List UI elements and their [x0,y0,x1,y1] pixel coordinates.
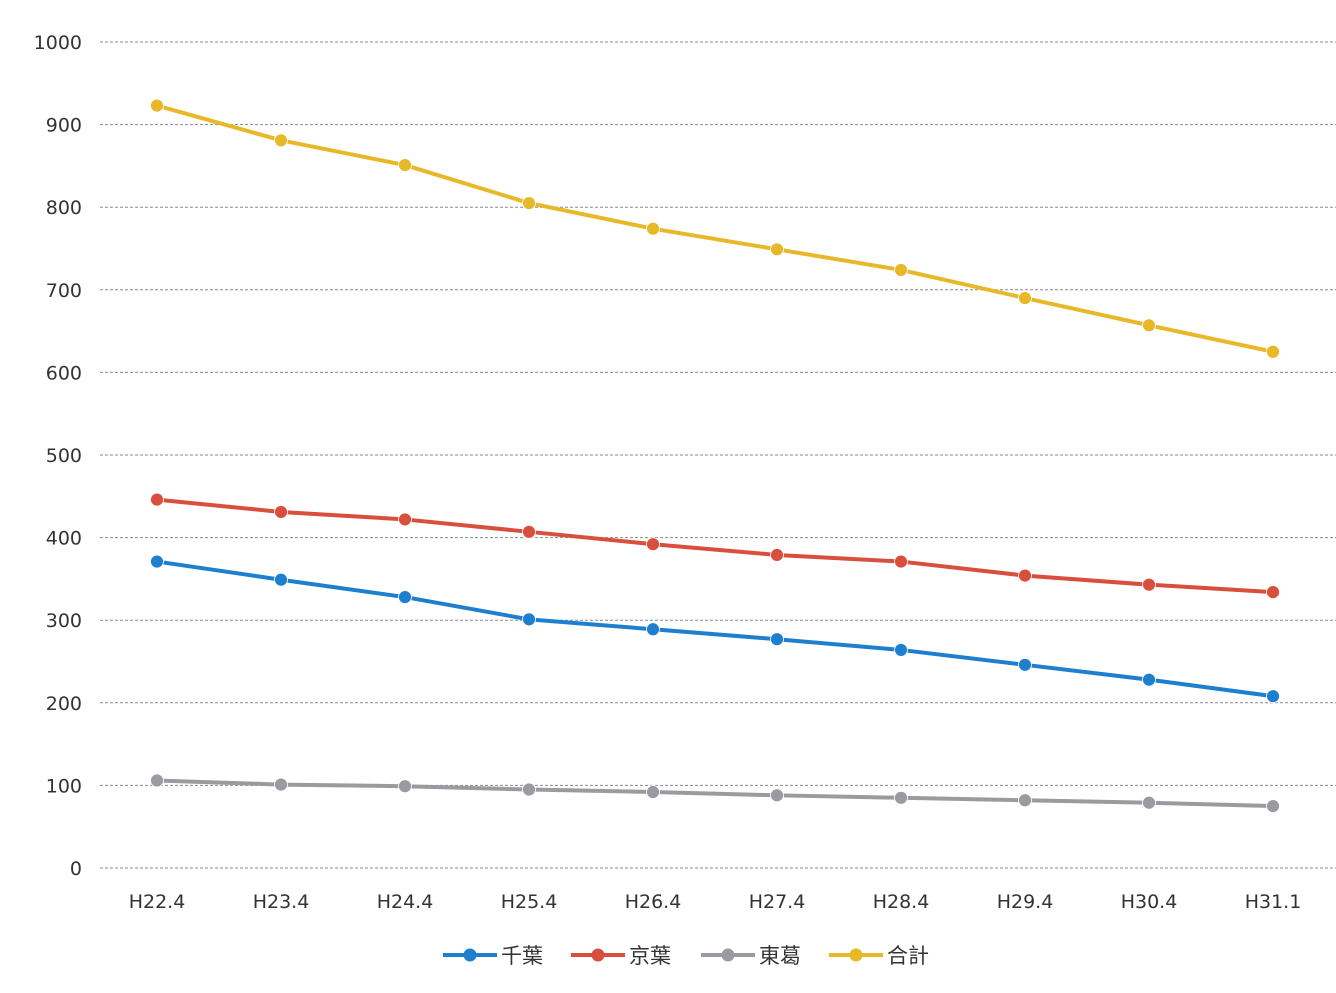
y-tick-label: 700 [46,280,82,302]
series-0 [150,554,1280,704]
data-point [646,221,660,236]
data-point [150,98,164,113]
legend-label: 千葉 [501,944,543,968]
legend: 千葉 京葉 東葛 合計 [443,944,929,968]
y-tick-label: 500 [46,445,82,467]
legend-swatch-marker [721,948,735,962]
data-point [770,548,784,562]
data-point [1266,799,1280,813]
x-tick-label: H27.4 [749,891,806,913]
legend-item: 合計 [829,944,929,968]
legend-swatch-marker [463,948,477,962]
data-point [522,196,536,210]
series-line [155,103,1275,354]
x-tick-label: H22.4 [129,891,186,913]
data-point [398,512,412,527]
data-point [274,133,288,148]
data-point [1266,344,1280,359]
series-2 [150,773,1280,813]
data-point [522,612,536,627]
legend-item: 千葉 [443,944,543,968]
data-point [894,643,908,657]
data-point [770,632,784,647]
y-axis-ticks: 0 100 200 300 400 500 600 700 800 900 1000 [34,32,82,880]
legend-label: 東葛 [759,944,801,968]
x-tick-label: H29.4 [997,891,1054,913]
legend-item: 東葛 [701,944,801,968]
data-point [770,788,784,803]
data-point [398,779,412,794]
series-3 [150,98,1280,359]
data-point [1142,795,1156,810]
legend-label: 合計 [887,944,929,968]
legend-item: 京葉 [571,944,671,968]
y-tick-label: 900 [46,115,82,137]
y-tick-label: 400 [46,528,82,550]
legend-swatch-marker [849,948,863,962]
y-tick-label: 1000 [34,32,82,54]
data-point [770,242,784,257]
x-tick-label: H24.4 [377,891,434,913]
gridlines [100,41,1336,869]
y-tick-label: 100 [46,775,82,797]
x-tick-label: H25.4 [501,891,558,913]
data-point [398,158,412,172]
data-point [274,777,288,792]
y-tick-label: 200 [46,693,82,715]
data-point [646,785,660,799]
x-tick-label: H28.4 [873,891,930,913]
x-tick-label: H26.4 [625,891,682,913]
series-lines [150,98,1280,813]
legend-label: 京葉 [629,944,671,968]
x-tick-label: H23.4 [253,891,310,913]
series-line [155,778,1275,809]
y-tick-label: 600 [46,362,82,384]
data-point [274,572,288,587]
y-tick-label: 800 [46,197,82,219]
data-point [274,505,288,519]
data-point [1018,568,1032,583]
data-point [150,492,164,507]
data-point [150,554,164,569]
data-point [1018,657,1032,672]
data-point [1266,585,1280,600]
y-tick-label: 300 [46,610,82,632]
data-point [1018,291,1032,305]
legend-swatch-marker [591,948,605,962]
x-axis-ticks: H22.4 H23.4 H24.4 H25.4 H26.4 H27.4 H28.4 H29.4… [129,891,1302,913]
x-tick-label: H31.1 [1245,891,1302,913]
data-point [646,622,660,637]
data-point [1018,793,1032,808]
y-tick-label: 0 [70,858,82,880]
data-point [1266,689,1280,704]
data-point [522,782,536,797]
data-point [646,537,660,552]
series-line [155,497,1275,595]
data-point [1142,672,1156,687]
data-point [522,524,536,539]
data-point [894,790,908,805]
x-tick-label: H30.4 [1121,891,1178,913]
series-line [155,559,1275,699]
data-point [398,590,412,604]
data-point [1142,318,1156,333]
series-1 [150,492,1280,600]
data-point [1142,577,1156,592]
data-point [150,773,164,788]
data-point [894,554,908,569]
data-point [894,263,908,277]
